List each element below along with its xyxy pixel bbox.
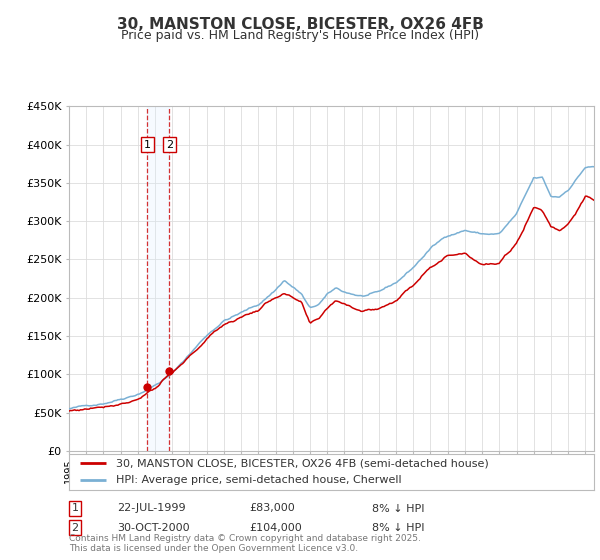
Text: HPI: Average price, semi-detached house, Cherwell: HPI: Average price, semi-detached house,… [116, 475, 402, 485]
Text: Contains HM Land Registry data © Crown copyright and database right 2025.
This d: Contains HM Land Registry data © Crown c… [69, 534, 421, 553]
Text: £83,000: £83,000 [249, 503, 295, 514]
Text: 2: 2 [166, 139, 173, 150]
Text: 8% ↓ HPI: 8% ↓ HPI [372, 503, 425, 514]
Text: Price paid vs. HM Land Registry's House Price Index (HPI): Price paid vs. HM Land Registry's House … [121, 29, 479, 42]
Text: 2: 2 [71, 522, 79, 533]
Text: 1: 1 [144, 139, 151, 150]
Text: 8% ↓ HPI: 8% ↓ HPI [372, 522, 425, 533]
Text: 22-JUL-1999: 22-JUL-1999 [117, 503, 185, 514]
Text: 1: 1 [71, 503, 79, 514]
Text: £104,000: £104,000 [249, 522, 302, 533]
Bar [148, 106, 169, 451]
Text: 30, MANSTON CLOSE, BICESTER, OX26 4FB (semi-detached house): 30, MANSTON CLOSE, BICESTER, OX26 4FB (s… [116, 459, 489, 468]
Text: 30, MANSTON CLOSE, BICESTER, OX26 4FB: 30, MANSTON CLOSE, BICESTER, OX26 4FB [116, 17, 484, 32]
Text: 30-OCT-2000: 30-OCT-2000 [117, 522, 190, 533]
